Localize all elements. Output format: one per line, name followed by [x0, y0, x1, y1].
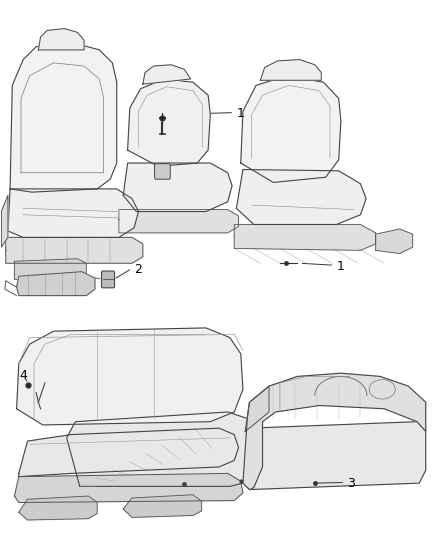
FancyBboxPatch shape [102, 271, 115, 288]
Polygon shape [243, 373, 426, 490]
Polygon shape [67, 412, 426, 490]
Polygon shape [127, 79, 210, 166]
Text: 1: 1 [336, 260, 344, 273]
Polygon shape [14, 473, 243, 503]
Polygon shape [376, 229, 413, 254]
Polygon shape [1, 196, 8, 247]
Text: 3: 3 [347, 477, 355, 490]
Polygon shape [19, 428, 239, 477]
Polygon shape [17, 272, 95, 296]
Polygon shape [241, 76, 341, 182]
Polygon shape [245, 386, 269, 431]
FancyBboxPatch shape [155, 164, 170, 179]
Text: 4: 4 [20, 369, 28, 382]
Polygon shape [14, 259, 86, 279]
Polygon shape [19, 496, 97, 520]
Polygon shape [119, 209, 239, 233]
Polygon shape [260, 60, 321, 80]
Polygon shape [234, 224, 376, 251]
Polygon shape [39, 29, 84, 50]
Text: 1: 1 [237, 107, 244, 120]
Polygon shape [237, 169, 366, 224]
Polygon shape [123, 495, 201, 518]
Polygon shape [123, 163, 232, 212]
Polygon shape [10, 43, 117, 192]
Polygon shape [8, 189, 138, 237]
Polygon shape [17, 328, 243, 425]
Polygon shape [6, 237, 143, 263]
Text: 2: 2 [134, 263, 142, 276]
Polygon shape [143, 64, 191, 84]
